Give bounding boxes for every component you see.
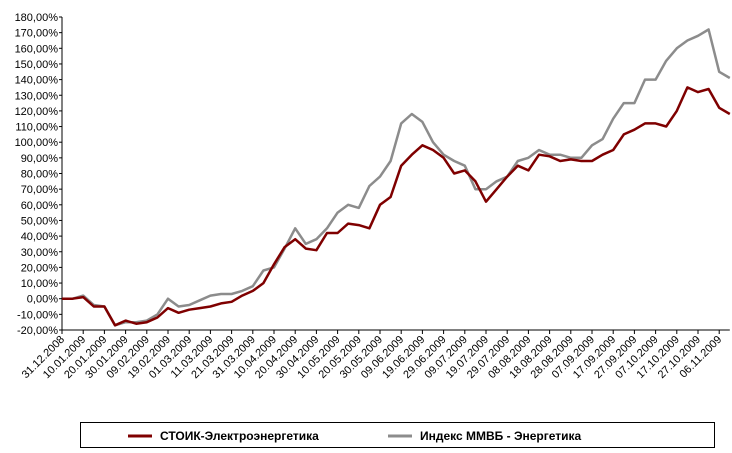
y-tick-label: 170,00% [15, 28, 59, 40]
y-tick-label: 90,00% [21, 153, 59, 165]
y-tick-label: 180,00% [15, 12, 59, 24]
y-tick-label: 100,00% [15, 137, 59, 149]
y-tick-label: -20,00% [17, 325, 58, 337]
y-tick-label: 130,00% [15, 90, 59, 102]
y-tick-label: 50,00% [21, 215, 59, 227]
y-tick-label: 120,00% [15, 106, 59, 118]
series-line [62, 28, 731, 327]
y-tick-label: 30,00% [21, 247, 59, 259]
y-tick-label: -10,00% [17, 309, 58, 321]
y-tick-label: 40,00% [21, 231, 59, 243]
y-tick-label: 80,00% [21, 169, 59, 181]
y-tick-label: 0,00% [27, 294, 58, 306]
y-tick-label: 20,00% [21, 262, 59, 274]
y-tick-label: 110,00% [15, 122, 58, 134]
series-line [62, 86, 731, 327]
legend-label: Индекс ММВБ - Энергетика [420, 429, 582, 443]
y-tick-label: 150,00% [15, 59, 59, 71]
y-tick-label: 60,00% [21, 200, 59, 212]
legend-label: СТОИК-Электроэнергетика [160, 429, 319, 443]
y-tick-label: 70,00% [21, 184, 59, 196]
y-tick-label: 160,00% [15, 43, 59, 55]
y-tick-label: 140,00% [15, 75, 59, 87]
y-tick-label: 10,00% [21, 278, 59, 290]
